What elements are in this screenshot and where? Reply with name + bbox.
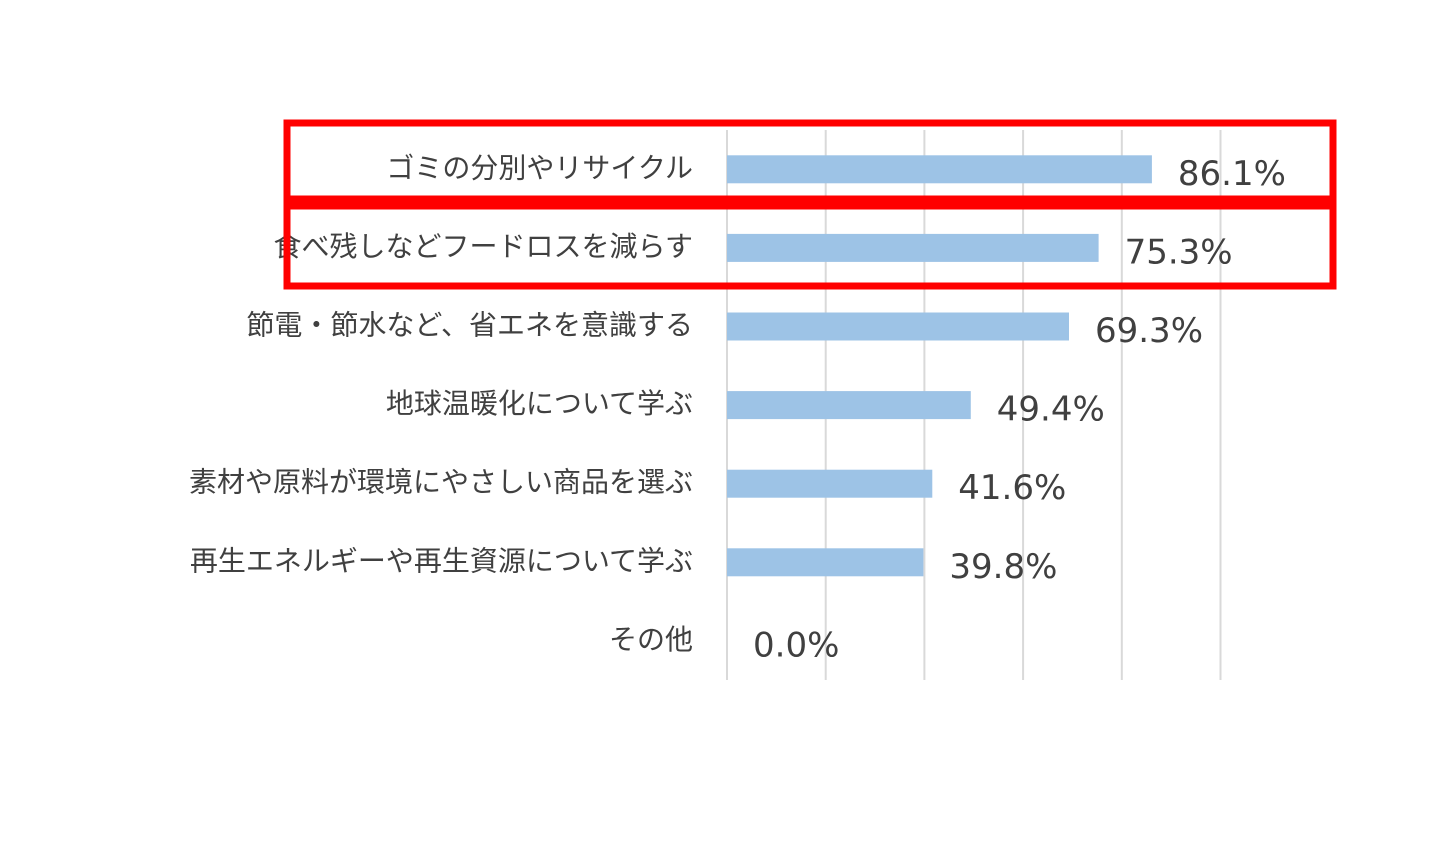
bar <box>727 155 1152 184</box>
bar <box>727 391 971 420</box>
data-label: 0.0% <box>753 625 839 665</box>
data-label: 39.8% <box>949 547 1057 587</box>
bar <box>727 312 1069 341</box>
data-label: 69.3% <box>1095 311 1203 351</box>
category-label: ゴミの分別やリサイクル <box>386 151 693 184</box>
bar <box>727 469 933 498</box>
highlight-box <box>283 119 1337 203</box>
category-label: 素材や原料が環境にやさしい商品を選ぶ <box>189 466 693 499</box>
data-label: 75.3% <box>1125 232 1233 272</box>
data-label: 49.4% <box>997 390 1105 430</box>
data-label: 86.1% <box>1178 154 1286 194</box>
category-label: その他 <box>609 623 693 656</box>
highlight-box <box>283 202 1337 290</box>
category-label: 再生エネルギーや再生資源について学ぶ <box>190 544 693 577</box>
bar <box>727 548 924 577</box>
category-label: 節電・節水など、省エネを意識する <box>246 309 693 342</box>
data-label: 41.6% <box>958 468 1066 508</box>
category-label: 地球温暖化について学ぶ <box>386 387 693 420</box>
bar <box>727 233 1099 262</box>
category-label: 食べ残しなどフードロスを減らす <box>274 230 693 263</box>
